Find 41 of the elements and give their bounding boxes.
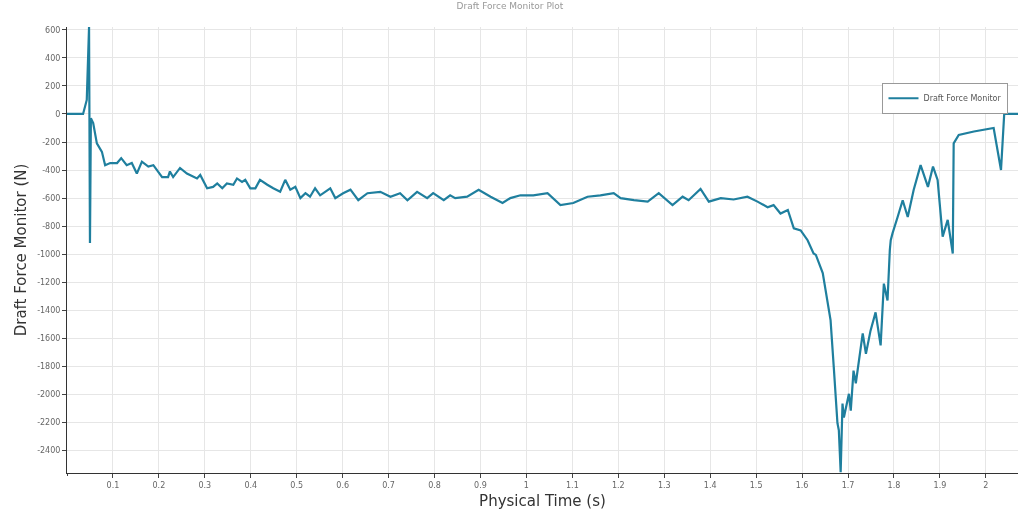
y-tick-label: 0 <box>55 109 61 119</box>
y-tick-label: 400 <box>45 53 61 63</box>
x-tick-label: 1.2 <box>611 480 625 490</box>
x-tick-label: 0.4 <box>244 480 258 490</box>
y-tick-label: -1400 <box>37 306 61 316</box>
legend-label: Draft Force Monitor <box>923 94 1002 104</box>
y-tick-label: -2400 <box>37 446 61 456</box>
x-tick-label: 0.9 <box>474 480 487 490</box>
x-tick-label: 0.3 <box>198 480 212 490</box>
y-tick-label: -200 <box>42 137 61 147</box>
line-series <box>67 27 1018 473</box>
x-tick-label: 1.8 <box>887 480 901 490</box>
x-tick-label: 0.7 <box>382 480 395 490</box>
x-axis-title: Physical Time (s) <box>479 491 606 510</box>
x-tick-label: 1 <box>523 480 529 490</box>
y-tick-label: -1600 <box>37 334 61 344</box>
y-tick-label: -1000 <box>37 250 61 260</box>
x-tick-label: 1.4 <box>703 480 717 490</box>
chart-title: Draft Force Monitor Plot <box>456 0 564 11</box>
y-tick-label: -1200 <box>37 278 61 288</box>
x-tick-label: 0.2 <box>152 480 166 490</box>
y-tick-label: -600 <box>42 193 61 203</box>
y-axis-title: Draft Force Monitor (N) <box>12 163 31 337</box>
y-tick-label: -400 <box>42 165 61 175</box>
y-tick-label: -2200 <box>37 418 61 428</box>
x-tick-label: 1.6 <box>795 480 809 490</box>
x-tick-label: 1.9 <box>933 480 947 490</box>
x-tick-label: 2 <box>983 480 989 490</box>
y-tick-label: -2000 <box>37 390 61 400</box>
y-tick-label: 600 <box>45 25 61 35</box>
x-tick-label: 1.7 <box>841 480 855 490</box>
x-tick-label: 1.1 <box>565 480 579 490</box>
x-tick-label: 0.1 <box>106 480 120 490</box>
y-tick-label: -1800 <box>37 362 61 372</box>
x-tick-label: 1.3 <box>657 480 671 490</box>
x-tick-label: 0.5 <box>290 480 304 490</box>
y-tick-label: -800 <box>42 221 61 231</box>
x-tick-label: 0.8 <box>428 480 441 490</box>
y-tick-label: 200 <box>45 81 61 91</box>
x-tick-label: 0.6 <box>336 480 350 490</box>
x-tick-label: 1.5 <box>749 480 763 490</box>
